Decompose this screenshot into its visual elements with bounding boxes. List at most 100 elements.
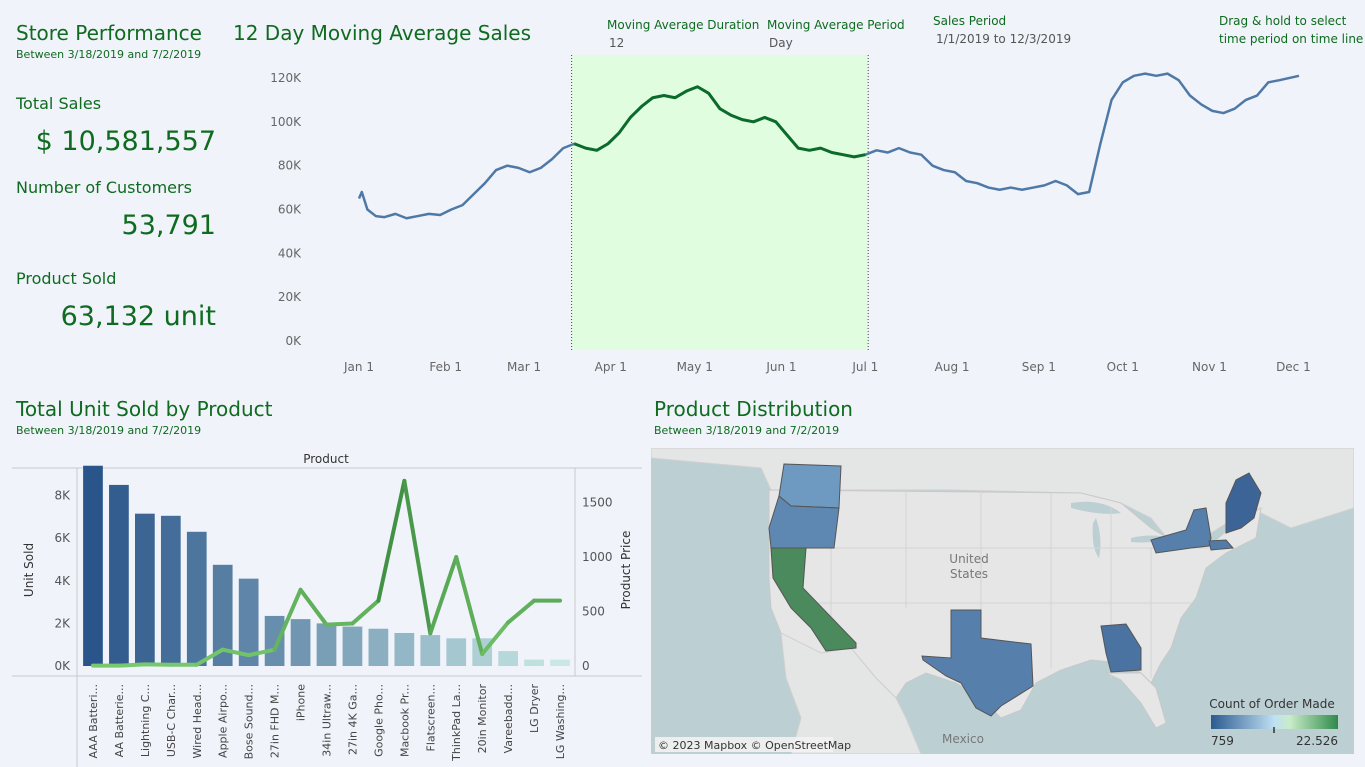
state-california[interactable] bbox=[770, 547, 857, 652]
unit-bar[interactable] bbox=[238, 578, 259, 666]
map-label-united: United bbox=[949, 552, 988, 566]
price-line-segment[interactable] bbox=[220, 647, 251, 658]
unit-tick-label: 4K bbox=[54, 574, 71, 588]
legend-title: Count of Order Made bbox=[1209, 697, 1334, 711]
unit-sold-axis-label: Unit Sold bbox=[22, 543, 36, 597]
product-label[interactable]: ThinkPad La... bbox=[450, 684, 463, 762]
product-label[interactable]: AA Batterie... bbox=[113, 684, 126, 757]
ma-period-label: Moving Average Period bbox=[767, 18, 905, 32]
x-tick-label: Dec 1 bbox=[1276, 360, 1311, 374]
customers-label: Number of Customers bbox=[16, 178, 192, 197]
unit-bar[interactable] bbox=[186, 531, 207, 666]
legend-gradient bbox=[1211, 715, 1338, 729]
price-tick-label: 0 bbox=[582, 659, 590, 673]
price-line-segment[interactable] bbox=[246, 647, 277, 658]
product-label[interactable]: Bose Sound... bbox=[243, 684, 256, 759]
map-title: Product Distribution bbox=[654, 397, 853, 421]
map-label-mexico: Mexico bbox=[942, 732, 984, 746]
state-maine[interactable] bbox=[1225, 472, 1262, 534]
price-line-segment[interactable] bbox=[506, 598, 537, 625]
price-line-segment[interactable] bbox=[428, 555, 459, 636]
sales-period-label: Sales Period bbox=[933, 14, 1007, 28]
product-label[interactable]: LG Washing... bbox=[554, 684, 567, 759]
unit-bar[interactable] bbox=[446, 638, 467, 666]
product-label[interactable]: 27in 4K Ga... bbox=[346, 684, 359, 755]
price-line-segment[interactable] bbox=[116, 662, 147, 668]
us-map[interactable]: United States Mexico © 2023 Mapbox © Ope… bbox=[651, 448, 1354, 754]
price-line-segment[interactable] bbox=[324, 621, 355, 627]
unit-bar[interactable] bbox=[368, 628, 389, 666]
unit-bar[interactable] bbox=[135, 513, 155, 666]
unit-tick-label: 6K bbox=[54, 531, 71, 545]
unit-bar[interactable] bbox=[498, 651, 518, 666]
unit-bar[interactable] bbox=[316, 623, 337, 666]
price-line-segment[interactable] bbox=[454, 555, 485, 657]
price-line-segment[interactable] bbox=[480, 620, 511, 657]
product-label[interactable]: 20in Monitor bbox=[476, 684, 489, 754]
great-lakes bbox=[1071, 501, 1121, 514]
drag-hint-line1: Drag & hold to select bbox=[1219, 14, 1347, 28]
product-label[interactable]: LG Dryer bbox=[528, 684, 541, 733]
product-header: Product bbox=[303, 452, 349, 466]
legend-max: 22.526 bbox=[1296, 734, 1338, 748]
x-tick-label: Mar 1 bbox=[507, 360, 541, 374]
state-georgia[interactable] bbox=[1100, 623, 1142, 673]
state-massachusetts[interactable] bbox=[1208, 539, 1235, 551]
price-line-segment[interactable] bbox=[272, 587, 303, 652]
unit-bar[interactable] bbox=[212, 564, 233, 666]
product-label[interactable]: Apple Airpo... bbox=[217, 684, 230, 758]
bar-chart-title: Total Unit Sold by Product bbox=[16, 397, 273, 421]
price-line-segment[interactable] bbox=[350, 598, 381, 626]
product-label[interactable]: Vareebadd... bbox=[502, 684, 515, 753]
state-new-york[interactable] bbox=[1150, 507, 1212, 554]
product-sold-value: 63,132 unit bbox=[60, 301, 216, 332]
product-label[interactable]: Flatscreen... bbox=[424, 684, 437, 752]
unit-bar[interactable] bbox=[264, 615, 285, 666]
product-label[interactable]: iPhone bbox=[295, 684, 308, 721]
state-oregon[interactable] bbox=[768, 495, 840, 549]
customers-value: 53,791 bbox=[121, 210, 216, 241]
product-label[interactable]: Macbook Pr... bbox=[398, 684, 411, 757]
unit-bar[interactable] bbox=[342, 626, 363, 666]
product-label[interactable]: USB-C Char... bbox=[165, 684, 178, 757]
unit-sold-chart[interactable]: Product Unit Sold Product Price 8K 6K 4K 2K… bbox=[0, 440, 650, 767]
product-label[interactable]: Google Pho... bbox=[372, 684, 385, 757]
price-tick-label: 500 bbox=[582, 605, 605, 619]
price-axis-label: Product Price bbox=[619, 531, 633, 610]
sales-period-value[interactable]: 1/1/2019 to 12/3/2019 bbox=[936, 32, 1072, 46]
x-tick-label: Nov 1 bbox=[1192, 360, 1227, 374]
kpi-subtitle: Between 3/18/2019 and 7/2/2019 bbox=[16, 48, 202, 61]
price-line-segment[interactable] bbox=[194, 647, 225, 667]
selection-band[interactable] bbox=[571, 55, 869, 350]
product-label[interactable]: Wired Head... bbox=[191, 684, 204, 758]
price-line-segment[interactable] bbox=[402, 478, 433, 636]
state-washington[interactable] bbox=[778, 463, 842, 509]
product-label[interactable]: 34in Ultraw... bbox=[321, 684, 334, 757]
product-label[interactable]: AAA Batteri... bbox=[87, 684, 100, 758]
y-tick-label: 0K bbox=[285, 334, 302, 348]
unit-bar[interactable] bbox=[550, 659, 570, 666]
y-tick-label: 120K bbox=[270, 71, 302, 85]
product-label[interactable]: 27in FHD M... bbox=[269, 684, 282, 758]
state-texas[interactable] bbox=[921, 609, 1034, 717]
unit-bar[interactable] bbox=[109, 484, 129, 666]
selected-sales-line[interactable] bbox=[573, 85, 866, 159]
y-tick-label: 80K bbox=[278, 159, 302, 173]
legend-min: 759 bbox=[1211, 734, 1234, 748]
ma-period-value[interactable]: Day bbox=[769, 36, 793, 50]
moving-average-chart[interactable]: 120K 100K 80K 60K 40K 20K 0K Jan 1 Feb 1 Mar 1 Apr… bbox=[0, 0, 1365, 390]
unit-tick-label: 0K bbox=[54, 659, 71, 673]
unit-bar[interactable] bbox=[394, 632, 415, 666]
ma-duration-value[interactable]: 12 bbox=[609, 36, 625, 50]
map-attribution[interactable]: © 2023 Mapbox © OpenStreetMap bbox=[658, 739, 851, 752]
unit-bar[interactable] bbox=[524, 659, 544, 666]
price-line-segment[interactable] bbox=[376, 478, 407, 603]
product-label[interactable]: Lightning C... bbox=[139, 684, 152, 757]
unit-bar[interactable] bbox=[420, 635, 441, 666]
price-line-segment[interactable] bbox=[298, 587, 329, 627]
unit-bar[interactable] bbox=[83, 465, 103, 666]
unit-bar[interactable] bbox=[160, 515, 181, 666]
x-tick-label: Sep 1 bbox=[1022, 360, 1056, 374]
price-tick-label: 1000 bbox=[582, 550, 613, 564]
unit-bar[interactable] bbox=[290, 619, 311, 666]
